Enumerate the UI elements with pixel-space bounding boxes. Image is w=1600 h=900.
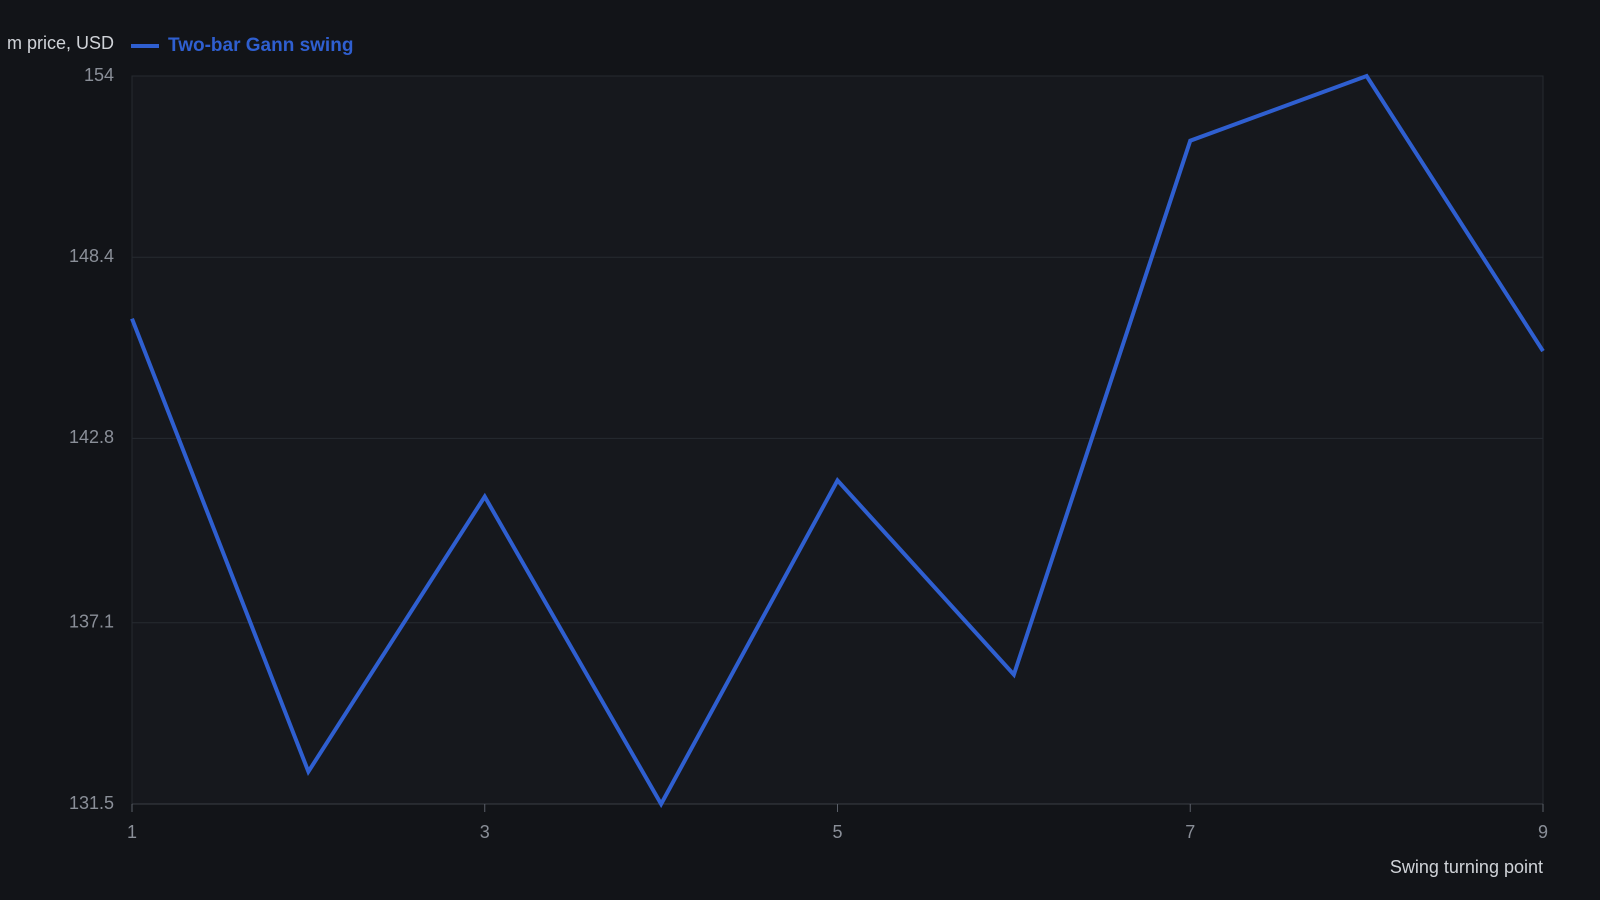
y-tick-label: 142.8 — [69, 427, 114, 447]
legend-label: Two-bar Gann swing — [168, 35, 353, 56]
y-tick-label: 131.5 — [69, 793, 114, 813]
y-tick-label: 154 — [84, 65, 114, 85]
x-tick-label: 1 — [127, 822, 137, 842]
series-line — [130, 73, 1545, 809]
x-tick-label: 7 — [1185, 822, 1195, 842]
y-tick-label: 148.4 — [69, 246, 114, 266]
x-axis-label: Swing turning point — [1390, 857, 1543, 877]
x-tick-label: 9 — [1538, 822, 1548, 842]
x-tick-label: 5 — [832, 822, 842, 842]
x-tick-label: 3 — [480, 822, 490, 842]
y-axis-label: m price, USD — [7, 33, 114, 53]
plot-area — [131, 75, 1544, 805]
y-tick-label: 137.1 — [69, 612, 114, 632]
